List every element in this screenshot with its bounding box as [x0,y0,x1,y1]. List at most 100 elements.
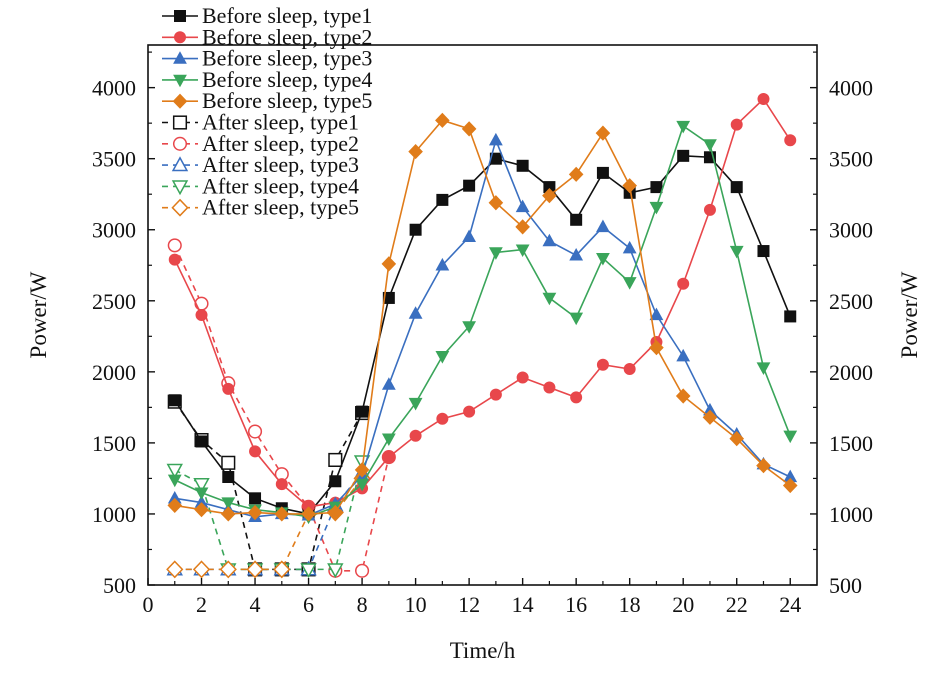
data-point [596,358,609,371]
data-point [301,506,316,522]
data-point [219,560,237,579]
y-tick-label-right: 3000 [829,218,873,243]
data-point [596,252,610,266]
legend-item: Before sleep, type3 [162,46,372,71]
legend-marker [173,51,187,64]
data-point [676,120,691,134]
legend-marker [172,115,188,130]
legend-item: After sleep, type5 [162,195,359,220]
legend-item: Before sleep, type2 [162,24,372,49]
data-point [676,348,691,362]
data-point [167,238,182,253]
x-tick-label: 24 [779,592,801,617]
data-point [462,321,477,334]
legend-item: After sleep, type2 [162,131,359,156]
data-point [409,223,422,236]
y-tick-label-right: 3500 [829,147,873,172]
data-point [166,463,183,479]
legend-marker [171,180,189,196]
data-point [784,134,797,147]
data-point [273,560,291,579]
data-point [381,433,396,446]
data-point [729,245,744,259]
data-point [649,201,664,215]
data-point [168,394,181,407]
data-point [327,563,344,579]
data-point [436,193,449,206]
legend-item: Before sleep, type1 [162,3,372,28]
series-1 [168,149,797,520]
data-point [435,351,450,364]
data-point [329,475,342,488]
x-tick-label: 12 [458,592,480,617]
y-axis-title-right: Power/W [897,271,922,358]
series-layer [166,93,798,579]
legend-item: Before sleep, type4 [162,67,372,92]
data-point [167,497,183,514]
data-point [249,492,262,505]
data-point [516,371,529,384]
data-point [543,381,556,394]
data-point [729,431,745,447]
data-point [436,412,449,425]
data-point [192,560,211,579]
x-tick-label: 16 [565,592,587,617]
data-point [195,309,208,321]
y-tick-label-left: 1000 [92,502,136,527]
data-point [542,292,557,306]
data-point [463,405,476,418]
data-point [194,296,209,311]
y-tick-label-left: 500 [103,573,136,598]
legend-marker [172,93,188,109]
data-point [409,429,422,442]
legend-marker [171,156,189,172]
data-point [489,388,502,401]
data-point [703,139,717,152]
x-tick-label: 4 [250,592,261,617]
x-tick-label: 8 [357,592,368,617]
data-point [222,471,235,483]
data-point [355,563,370,578]
y-tick-label-left: 3000 [92,218,136,243]
data-point [542,188,557,204]
series-5 [167,112,798,522]
data-point [515,244,530,257]
data-point [246,560,264,579]
data-point [756,458,771,474]
legend-item: After sleep, type4 [162,173,359,198]
data-point [328,504,343,521]
y-tick-label-left: 3500 [92,147,136,172]
legend-marker [174,31,186,44]
data-point [222,382,235,395]
y-tick-label-right: 1500 [829,431,873,456]
data-point [730,181,743,194]
legend-item: After sleep, type1 [162,110,359,135]
legend-label: After sleep, type1 [202,110,359,135]
plot-frame [147,44,818,586]
y-axis-title-left: Power/W [26,271,51,358]
data-point [622,277,637,290]
y-tick-label-right: 2000 [829,360,873,385]
x-axis-title: Time/h [450,638,516,663]
data-point [168,253,181,266]
data-point [408,143,423,160]
data-point [488,132,503,146]
legend-label: Before sleep, type4 [202,67,372,92]
legend-label: Before sleep, type3 [202,46,372,71]
data-point [167,474,182,488]
data-point [783,430,798,444]
data-point [596,166,609,179]
x-tick-label: 22 [726,592,748,617]
legend-label: Before sleep, type1 [202,3,372,28]
x-tick-label: 6 [303,592,314,617]
data-point [221,455,236,470]
x-tick-label: 10 [405,592,427,617]
data-point [463,179,476,192]
data-point [649,340,664,356]
legend-label: After sleep, type4 [202,173,359,198]
y-tick-label-right: 2500 [829,289,873,314]
legend-marker [171,198,189,217]
